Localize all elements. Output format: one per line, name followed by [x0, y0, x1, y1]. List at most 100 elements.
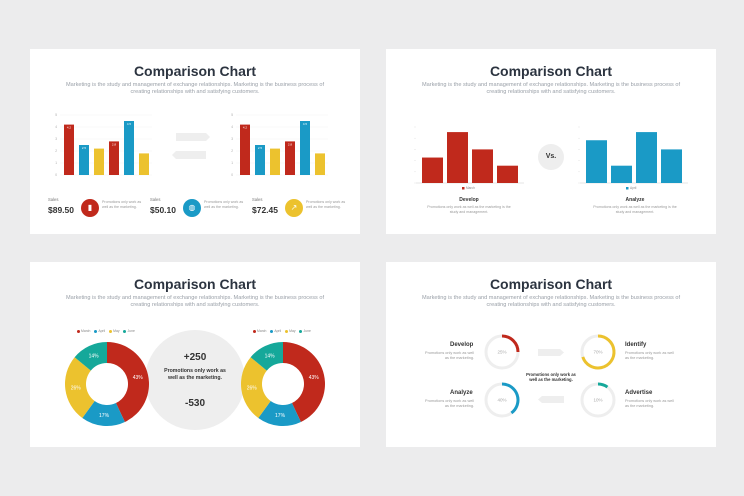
bar: [79, 145, 89, 175]
legend-label: March: [466, 186, 475, 190]
bar: [124, 121, 134, 175]
slide-title: Comparison Chart: [489, 276, 613, 292]
item-heading: Identify: [625, 342, 647, 348]
y-tick-label: 2: [55, 149, 57, 153]
globe-icon: ◍: [183, 199, 201, 217]
center-summary: +250 Promotions only work as well as the…: [145, 330, 245, 430]
y-tick-label: 3: [55, 137, 57, 141]
item-caption: Promotions only work as well as the mark…: [625, 351, 674, 360]
item-heading: Advertise: [625, 390, 653, 396]
bar-value-label: 2.5: [82, 146, 87, 150]
item-caption: Promotions only work as well as the mark…: [425, 399, 474, 408]
bar: [64, 124, 74, 175]
legend-swatch: [626, 187, 629, 190]
y-tick-label: 4: [231, 125, 233, 129]
bar: [285, 141, 295, 175]
y-tick-label: 1: [55, 161, 57, 165]
slide-donut-comparison: Comparison Chart Marketing is the study …: [30, 262, 360, 447]
bar: [139, 153, 149, 175]
growth-icon: ↗: [285, 199, 303, 217]
donut-slice: [65, 357, 95, 418]
sales-label: Sales: [48, 197, 59, 202]
sales-caption: Promotions only work as well as the mark…: [102, 200, 142, 209]
sales-label: Sales: [150, 197, 161, 202]
y-tick-label: 2: [231, 149, 233, 153]
bar: [270, 148, 280, 175]
slice-label: 14%: [89, 353, 100, 359]
slide-subtitle: Marketing is the study and management of…: [65, 82, 325, 96]
y-tick-label: 0: [55, 173, 57, 177]
ring-progress: [501, 382, 520, 415]
bar: [94, 148, 104, 175]
arrow-right-icon: [538, 349, 564, 356]
chart-heading: Develop: [459, 197, 479, 203]
y-tick-label: 5: [231, 113, 233, 117]
donut-slice: [258, 400, 301, 426]
slide-subtitle: Marketing is the study and management of…: [421, 295, 681, 309]
vs-badge: Vs.: [538, 144, 564, 170]
bar: [315, 153, 325, 175]
bar: [611, 165, 632, 183]
slice-label: 26%: [247, 386, 258, 392]
legend: March April May June: [250, 329, 311, 333]
y-tick-label: 4: [55, 125, 57, 129]
bar-charts: March April: [414, 126, 688, 190]
arrow-left-icon: [172, 151, 206, 159]
sales-value: $89.50: [48, 205, 74, 215]
bar: [255, 145, 265, 175]
bar: [422, 157, 443, 183]
ring-progress: [597, 382, 609, 389]
bar: [240, 124, 250, 175]
item-heading: Analyze: [450, 390, 473, 396]
bar: [447, 132, 468, 183]
bar-value-label: 2.8: [288, 142, 293, 146]
bar: [661, 149, 682, 183]
legend-swatch: [462, 187, 465, 190]
sales-caption: Promotions only work as well as the mark…: [306, 200, 346, 209]
summary-text: Promotions only work as well as the mark…: [164, 368, 226, 381]
bar-value-label: 4.5: [303, 122, 308, 126]
bar-value-label: 2.5: [258, 146, 263, 150]
slide-title: Comparison Chart: [489, 63, 613, 79]
bar-charts: 5 4 3 2 1 0 4.2 2.5 2.8 4.5 5 4 3 2 1 0 4.2 2.5 2.8 4.5: [55, 113, 328, 177]
slide-subtitle: Marketing is the study and management of…: [421, 82, 681, 96]
bar-value-label: 4.2: [67, 126, 72, 130]
slide-title: Comparison Chart: [133, 63, 257, 79]
y-tick-label: 1: [231, 161, 233, 165]
arrow-right-icon: [176, 133, 210, 141]
donut-slice: [82, 400, 125, 426]
summary-top: +250: [183, 352, 207, 363]
donut-slice: [250, 342, 283, 371]
y-tick-label: 0: [231, 173, 233, 177]
chart-heading: Analyze: [625, 197, 645, 203]
slide-vs-comparison: Comparison Chart Marketing is the study …: [386, 49, 716, 234]
bar-value-label: 4.2: [243, 126, 248, 130]
slide-bar-comparison: Comparison Chart Marketing is the study …: [30, 49, 360, 234]
legend: March April May June: [74, 329, 135, 333]
ring-progress: [581, 334, 616, 370]
bar: [636, 132, 657, 183]
y-tick-label: 3: [231, 137, 233, 141]
sales-value: $50.10: [150, 205, 176, 215]
ring-label: 40%: [497, 398, 506, 403]
ring-label: 25%: [497, 350, 506, 355]
progress-rings: 25% 70% 40% 10%: [484, 334, 616, 418]
bar: [109, 141, 119, 175]
slice-label: 43%: [309, 375, 320, 381]
bar-chart-icon: ▮: [81, 199, 99, 217]
chart-caption: Promotions only work as well as the mark…: [593, 205, 677, 214]
slide-progress-comparison: Comparison Chart Marketing is the study …: [386, 262, 716, 447]
arrow-left-icon: [538, 396, 564, 403]
sales-value: $72.45: [252, 205, 278, 215]
bar: [497, 165, 518, 183]
slide-title: Comparison Chart: [133, 276, 257, 292]
donut-charts: 43% 17% 26% 14% 43% 17% 26% 14%: [65, 342, 325, 426]
donut-slice: [283, 342, 325, 423]
ring-progress: [501, 334, 520, 353]
center-note: Promotions only work as well as the mark…: [526, 372, 576, 383]
chart-caption: Promotions only work as well as the mark…: [427, 205, 511, 214]
slide-subtitle: Marketing is the study and management of…: [65, 295, 325, 309]
donut-slice: [74, 342, 107, 371]
bar-value-label: 4.5: [127, 122, 132, 126]
sales-label: Sales: [252, 197, 263, 202]
